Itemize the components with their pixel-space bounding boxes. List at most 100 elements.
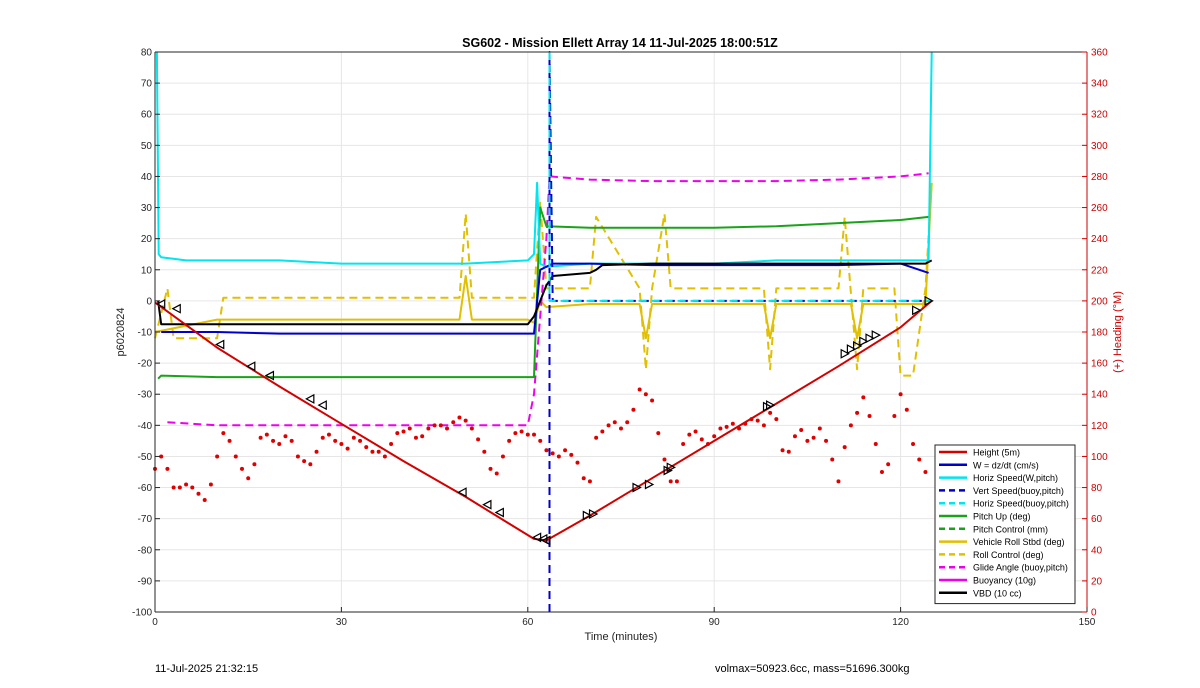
- heading-point: [532, 432, 537, 437]
- heading-point: [848, 423, 853, 428]
- legend-label: Horiz Speed(W,pitch): [973, 473, 1058, 483]
- y2-tick-label: 340: [1091, 79, 1108, 90]
- heading-point: [668, 479, 673, 484]
- heading-point: [581, 476, 586, 481]
- legend-box: [934, 444, 1076, 605]
- height-marker: [912, 305, 922, 316]
- heading-point: [190, 485, 195, 490]
- heading-point: [563, 448, 568, 453]
- heading-point: [761, 423, 766, 428]
- height-marker: [264, 370, 275, 381]
- legend: Height (5m) W = dz/dt (cm/s) Horiz Speed(W…: [934, 444, 1076, 605]
- heading-point: [401, 429, 406, 434]
- heading-point: [923, 470, 928, 474]
- heading-point: [594, 435, 599, 440]
- height-marker: [482, 499, 492, 510]
- heading-point: [705, 442, 710, 446]
- heading-point: [463, 418, 468, 423]
- footer-volmax-mass: volmax=50923.6cc, mass=51696.300kg: [715, 663, 910, 675]
- heading-point: [227, 438, 232, 443]
- height-marker: [155, 299, 166, 309]
- x-axis-label: Time (minutes): [585, 631, 658, 643]
- heading-point: [345, 446, 350, 451]
- heading-point: [395, 431, 400, 436]
- series-horiz-speed-buoy-pitch-: [548, 52, 932, 302]
- legend-label: VBD (10 cc): [973, 588, 1022, 598]
- heading-point: [662, 457, 667, 462]
- heading-point: [730, 421, 735, 426]
- y-tick-label: 0: [146, 296, 152, 307]
- height-marker: [494, 507, 504, 518]
- heading-point: [295, 454, 300, 459]
- series-pitch-up-deg-: [157, 206, 929, 380]
- heading-point: [904, 407, 909, 412]
- heading-point: [911, 442, 916, 446]
- x-tick-label: 60: [522, 617, 534, 628]
- y2-tick-label: 220: [1091, 265, 1108, 276]
- heading-point: [283, 434, 288, 439]
- heading-point: [774, 417, 779, 422]
- y2-tick-label: 280: [1091, 172, 1108, 183]
- heading-point: [513, 431, 518, 436]
- y-tick-label: -40: [138, 421, 153, 432]
- heading-point: [743, 421, 748, 426]
- heading-point: [817, 426, 822, 431]
- heading-point: [724, 424, 729, 429]
- heading-point: [351, 435, 356, 440]
- height-marker: [246, 361, 256, 372]
- heading-point: [413, 435, 418, 440]
- heading-point: [482, 449, 487, 454]
- heading-point: [737, 426, 742, 431]
- heading-point: [550, 451, 555, 456]
- y-tick-label: -70: [138, 514, 153, 525]
- heading-point: [600, 429, 605, 434]
- y-tick-label: -80: [138, 545, 153, 556]
- y2-tick-label: 40: [1091, 545, 1103, 556]
- heading-point: [302, 459, 307, 464]
- height-marker: [305, 393, 315, 404]
- chart-title: SG602 - Mission Ellett Array 14 11-Jul-2…: [462, 36, 778, 50]
- heading-point: [619, 426, 623, 431]
- y-tick-label: 70: [141, 79, 153, 90]
- y-tick-label: -90: [138, 576, 153, 587]
- height-marker: [865, 333, 875, 344]
- height-marker: [663, 465, 673, 476]
- heading-point: [308, 462, 313, 467]
- x-tick-label: 0: [152, 617, 158, 628]
- y2-tick-label: 300: [1091, 141, 1108, 152]
- heading-point: [917, 457, 922, 462]
- heading-point: [786, 449, 791, 454]
- heading-point: [438, 423, 443, 428]
- heading-point: [289, 438, 294, 443]
- y-tick-label: 20: [141, 234, 153, 245]
- y-tick-label: 40: [141, 172, 153, 183]
- heading-point: [637, 387, 642, 392]
- y2-tick-label: 120: [1091, 421, 1108, 432]
- heading-point: [271, 438, 276, 443]
- heading-point: [855, 410, 860, 415]
- heading-point: [494, 471, 499, 476]
- y-tick-label: -50: [138, 452, 153, 463]
- heading-point: [445, 426, 450, 431]
- heading-point: [612, 420, 617, 425]
- heading-point: [165, 466, 170, 471]
- height-marker: [214, 339, 225, 350]
- heading-point: [500, 454, 505, 459]
- legend-label: Height (5m): [973, 448, 1020, 458]
- heading-point: [656, 431, 661, 436]
- heading-point: [556, 454, 561, 459]
- height-marker: [846, 344, 857, 355]
- heading-point: [712, 434, 717, 439]
- y-tick-label: -100: [132, 608, 152, 619]
- y-tick-label: -60: [138, 483, 153, 494]
- heading-point: [476, 437, 481, 442]
- series-w-dz-dt-cm-s-: [161, 262, 929, 335]
- heading-point: [575, 460, 580, 465]
- heading-point: [258, 435, 263, 440]
- heading-point: [507, 438, 512, 443]
- heading-point: [457, 415, 462, 420]
- heading-point: [208, 482, 213, 487]
- y2-tick-label: 360: [1091, 48, 1108, 59]
- heading-point: [693, 429, 698, 434]
- heading-point: [407, 426, 412, 431]
